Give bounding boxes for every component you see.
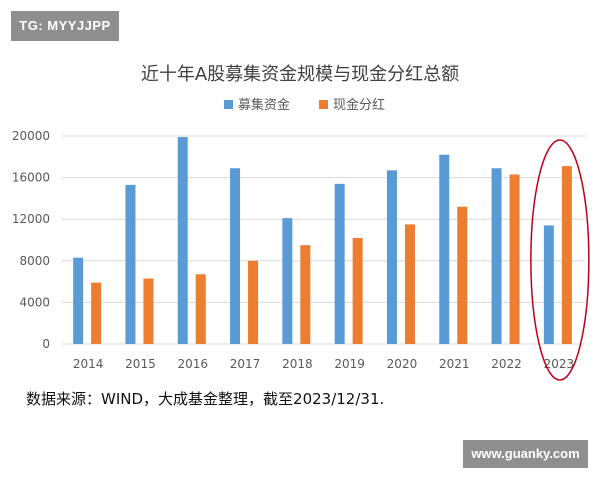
bar-fundraising-2021: [439, 154, 450, 344]
bar-dividend-2023: [561, 166, 572, 344]
bar-fundraising-2020: [386, 170, 397, 344]
bar-fundraising-2018: [282, 218, 293, 344]
legend-swatch: [224, 100, 233, 109]
tg-badge: TG: MYYJJPP: [11, 11, 119, 41]
bars: [73, 137, 572, 344]
bar-fundraising-2017: [230, 168, 241, 344]
bar-dividend-2021: [457, 206, 468, 344]
chart-title: 近十年A股募集资金规模与现金分红总额: [141, 64, 459, 85]
bar-dividend-2015: [143, 278, 154, 344]
bar-fundraising-2022: [491, 168, 502, 344]
legend: 募集资金 现金分红: [224, 97, 385, 113]
highlight-ellipse: [530, 139, 590, 381]
y-tick-label: 20000: [12, 129, 50, 143]
x-tick-label: 2021: [439, 357, 470, 371]
bar-chart: 近十年A股募集资金规模与现金分红总额 募集资金 现金分红 0 4000 8000 120…: [12, 64, 590, 381]
y-tick-label: 12000: [12, 212, 50, 226]
x-tick-label: 2014: [73, 357, 104, 371]
bar-dividend-2017: [248, 260, 259, 344]
x-tick-label: 2017: [230, 357, 261, 371]
legend-label: 募集资金: [238, 97, 290, 113]
bar-fundraising-2015: [125, 184, 136, 344]
legend-swatch: [319, 100, 328, 109]
bar-dividend-2022: [509, 174, 520, 344]
x-tick-label: 2022: [491, 357, 522, 371]
watermark: www.guanky.com: [463, 440, 588, 468]
x-tick-label: 2016: [177, 357, 208, 371]
bar-dividend-2016: [195, 274, 206, 344]
legend-label: 现金分红: [333, 97, 385, 113]
y-tick-label: 0: [42, 337, 50, 351]
gridlines: [62, 135, 585, 345]
x-tick-label: 2020: [387, 357, 418, 371]
x-tick-label: 2019: [334, 357, 365, 371]
bar-dividend-2018: [300, 245, 311, 344]
y-tick-label: 8000: [19, 254, 50, 268]
bar-fundraising-2016: [177, 137, 188, 344]
source-note: 数据来源：WIND，大成基金整理，截至2023/12/31.: [26, 390, 385, 408]
bar-dividend-2020: [404, 224, 415, 344]
x-axis: 2014 2015 2016 2017 2018 2019 2020 2021 2022 2023: [73, 357, 574, 371]
x-tick-label: 2018: [282, 357, 313, 371]
y-tick-label: 4000: [19, 295, 50, 309]
bar-fundraising-2023: [543, 225, 554, 344]
y-axis: 0 4000 8000 12000 16000 20000: [12, 129, 50, 351]
x-tick-label: 2015: [125, 357, 156, 371]
y-tick-label: 16000: [12, 171, 50, 185]
x-tick-label: 2023: [544, 357, 575, 371]
bar-fundraising-2019: [334, 183, 345, 344]
bar-dividend-2019: [352, 237, 363, 344]
bar-fundraising-2014: [73, 257, 84, 344]
bar-dividend-2014: [91, 282, 102, 344]
highlight: [530, 139, 590, 381]
